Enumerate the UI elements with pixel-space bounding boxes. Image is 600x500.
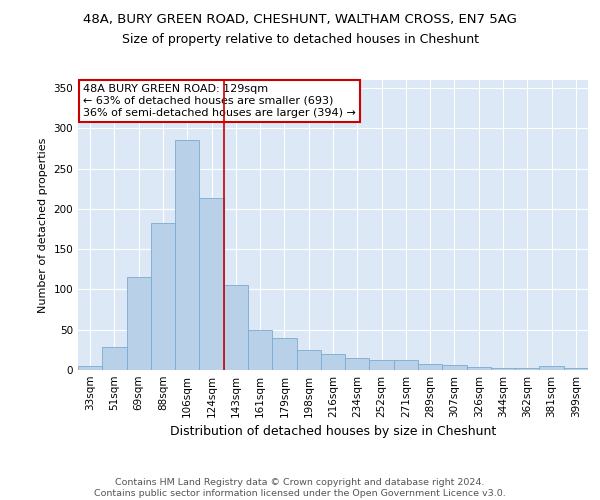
Bar	[345, 358, 370, 370]
Bar	[539, 366, 564, 370]
Bar	[370, 360, 394, 370]
Bar	[515, 368, 539, 370]
Bar	[175, 140, 199, 370]
Bar	[248, 330, 272, 370]
Bar	[564, 368, 588, 370]
Bar	[467, 367, 491, 370]
Bar	[102, 348, 127, 370]
Bar	[199, 198, 224, 370]
Bar	[272, 338, 296, 370]
Bar	[127, 278, 151, 370]
Bar	[394, 360, 418, 370]
Bar	[442, 365, 467, 370]
Text: 48A BURY GREEN ROAD: 129sqm
← 63% of detached houses are smaller (693)
36% of se: 48A BURY GREEN ROAD: 129sqm ← 63% of det…	[83, 84, 356, 117]
Bar	[321, 354, 345, 370]
Bar	[151, 222, 175, 370]
Bar	[418, 364, 442, 370]
Text: 48A, BURY GREEN ROAD, CHESHUNT, WALTHAM CROSS, EN7 5AG: 48A, BURY GREEN ROAD, CHESHUNT, WALTHAM …	[83, 12, 517, 26]
X-axis label: Distribution of detached houses by size in Cheshunt: Distribution of detached houses by size …	[170, 426, 496, 438]
Bar	[296, 350, 321, 370]
Bar	[78, 366, 102, 370]
Text: Size of property relative to detached houses in Cheshunt: Size of property relative to detached ho…	[121, 32, 479, 46]
Bar	[224, 286, 248, 370]
Text: Contains HM Land Registry data © Crown copyright and database right 2024.
Contai: Contains HM Land Registry data © Crown c…	[94, 478, 506, 498]
Bar	[491, 368, 515, 370]
Y-axis label: Number of detached properties: Number of detached properties	[38, 138, 48, 312]
